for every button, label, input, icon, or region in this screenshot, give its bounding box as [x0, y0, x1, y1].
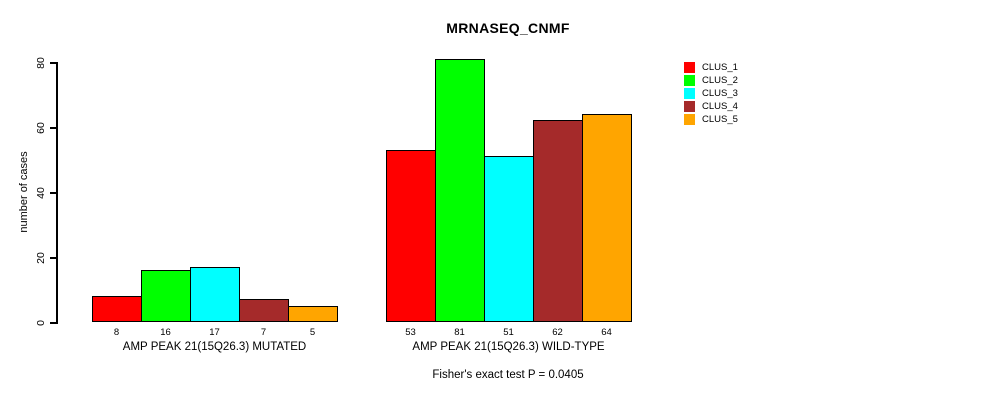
bar-value-label: 5 — [309, 327, 316, 338]
bar-clus_2-group2 — [435, 59, 485, 322]
bar-clus_2-group1 — [141, 270, 191, 322]
bar-value-label: 7 — [260, 327, 267, 338]
legend-item-clus_1: CLUS_1 — [684, 62, 738, 73]
group-label: AMP PEAK 21(15Q26.3) MUTATED — [122, 341, 307, 353]
y-axis-tick — [50, 322, 56, 324]
bar-clus_3-group1 — [190, 267, 240, 322]
y-tick-label: 60 — [35, 121, 47, 134]
y-tick-label: 40 — [35, 186, 47, 199]
y-axis-tick — [50, 257, 56, 259]
y-axis-tick — [50, 62, 56, 64]
legend-swatch-clus_1 — [684, 62, 695, 73]
bar-clus_5-group1 — [288, 306, 338, 322]
legend-label: CLUS_4 — [702, 101, 738, 112]
legend-item-clus_3: CLUS_3 — [684, 88, 738, 99]
y-tick-label: 20 — [35, 251, 47, 264]
group-label: AMP PEAK 21(15Q26.3) WILD-TYPE — [412, 341, 605, 353]
bar-value-label: 17 — [209, 327, 220, 338]
bar-value-label: 81 — [454, 327, 465, 338]
y-axis-label: number of cases — [18, 151, 30, 233]
fisher-test-subtitle: Fisher's exact test P = 0.0405 — [432, 369, 584, 381]
legend-item-clus_5: CLUS_5 — [684, 114, 738, 125]
bar-value-label: 8 — [113, 327, 120, 338]
legend-label: CLUS_5 — [702, 114, 738, 125]
legend-item-clus_4: CLUS_4 — [684, 101, 738, 112]
legend-item-clus_2: CLUS_2 — [684, 75, 738, 86]
bar-clus_3-group2 — [484, 156, 534, 322]
legend-swatch-clus_2 — [684, 75, 695, 86]
chart-title: MRNASEQ_CNMF — [446, 20, 570, 36]
bar-value-label: 16 — [160, 327, 171, 338]
y-axis-tick — [50, 127, 56, 129]
y-tick-label: 0 — [35, 319, 47, 326]
legend-label: CLUS_2 — [702, 75, 738, 86]
bar-clus_4-group2 — [533, 120, 583, 322]
bar-value-label: 64 — [601, 327, 612, 338]
legend-swatch-clus_3 — [684, 88, 695, 99]
legend-label: CLUS_3 — [702, 88, 738, 99]
bar-clus_5-group2 — [582, 114, 632, 322]
bar-value-label: 53 — [405, 327, 416, 338]
y-tick-label: 80 — [35, 56, 47, 69]
y-axis-line — [56, 62, 58, 324]
legend-swatch-clus_5 — [684, 114, 695, 125]
bar-value-label: 62 — [552, 327, 563, 338]
y-axis-tick — [50, 192, 56, 194]
legend-label: CLUS_1 — [702, 62, 738, 73]
bar-value-label: 51 — [503, 327, 514, 338]
bar-clus_1-group2 — [386, 150, 436, 322]
bar-clus_1-group1 — [92, 296, 142, 322]
legend-swatch-clus_4 — [684, 101, 695, 112]
bar-clus_4-group1 — [239, 299, 289, 322]
